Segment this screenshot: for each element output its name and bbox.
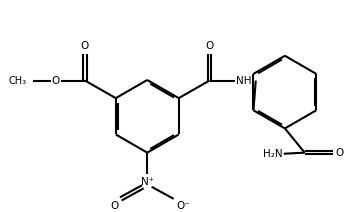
Text: NH: NH (236, 75, 251, 85)
Text: O: O (52, 75, 60, 85)
Text: O: O (81, 41, 89, 51)
Text: O: O (205, 41, 214, 51)
Text: O: O (110, 201, 118, 211)
Text: O: O (335, 148, 344, 158)
Text: CH₃: CH₃ (9, 75, 26, 85)
Text: N⁺: N⁺ (141, 177, 154, 187)
Text: H₂N: H₂N (263, 149, 283, 159)
Text: O⁻: O⁻ (176, 201, 190, 211)
